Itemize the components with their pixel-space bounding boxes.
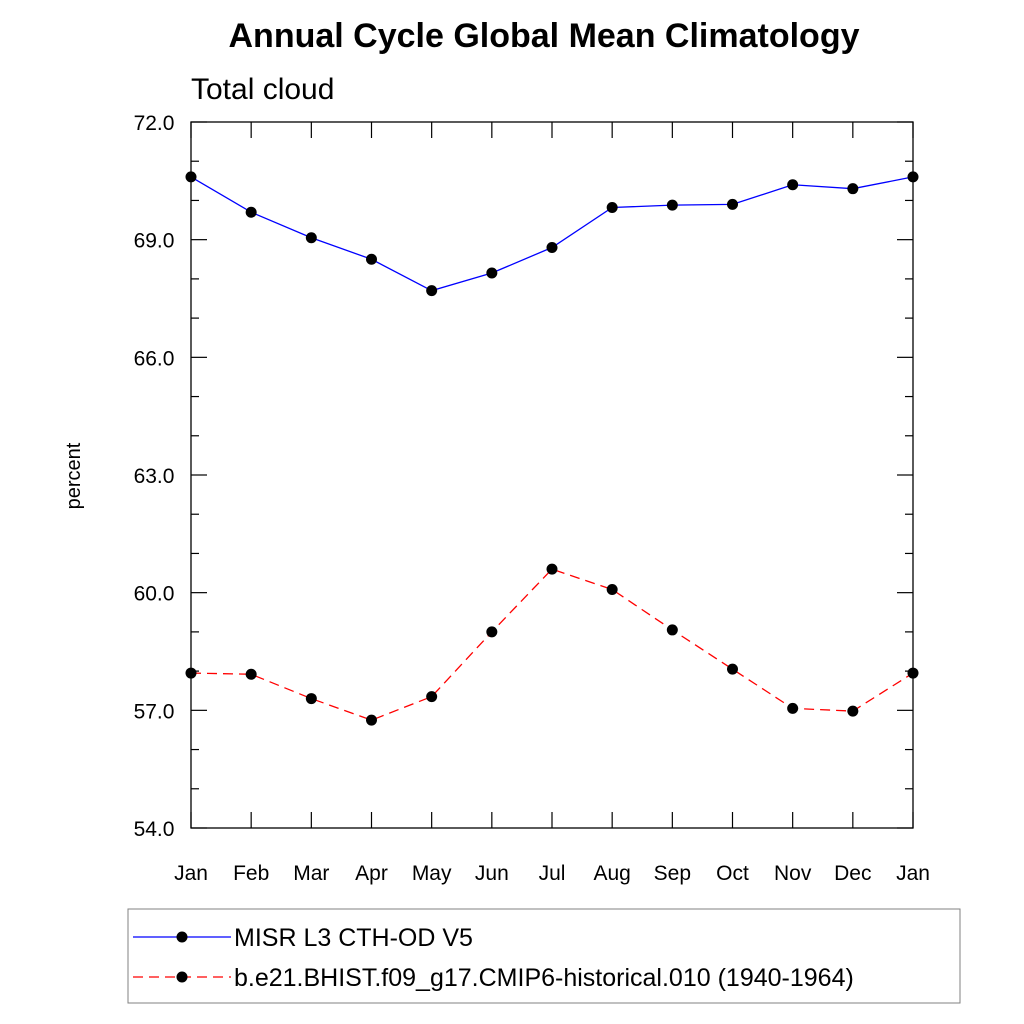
x-tick-label: Aug <box>593 862 630 885</box>
legend-marker-cmip6 <box>176 971 188 983</box>
chart-title: Annual Cycle Global Mean Climatology <box>229 17 860 55</box>
x-tick-label: May <box>412 862 452 885</box>
chart-subtitle: Total cloud <box>191 73 334 106</box>
series-1-point <box>426 691 438 703</box>
series-1-point <box>546 563 558 575</box>
series-1-point <box>847 705 859 717</box>
y-tick-label: 57.0 <box>134 700 175 723</box>
series-1-point <box>727 663 738 675</box>
x-tick-label: Sep <box>654 862 691 885</box>
series-1-point <box>366 714 377 726</box>
series-0-point <box>366 253 377 265</box>
series-0-point <box>787 179 799 191</box>
series-1-point <box>666 624 678 636</box>
y-tick-label: 60.0 <box>134 583 175 606</box>
x-tick-label: Apr <box>355 862 388 885</box>
series-0-point <box>847 183 859 195</box>
series-1-point <box>606 584 618 596</box>
series-0-point <box>727 198 738 210</box>
legend-label-misr: MISR L3 CTH-OD V5 <box>234 924 473 952</box>
y-tick-labels: 54.0 57.0 60.0 63.0 66.0 69.0 72.0 <box>134 112 175 841</box>
x-tick-label: Jan <box>174 862 208 885</box>
x-tick-label: Jan <box>896 862 930 885</box>
axis-ticks <box>190 121 914 829</box>
legend: MISR L3 CTH-OD V5 b.e21.BHIST.f09_g17.CM… <box>127 908 961 1004</box>
series-1-point <box>245 668 257 680</box>
x-tick-label: Feb <box>233 862 269 885</box>
y-tick-label: 63.0 <box>134 465 175 488</box>
legend-label-cmip6: b.e21.BHIST.f09_g17.CMIP6-historical.010… <box>234 964 854 992</box>
series-1-point <box>486 626 498 638</box>
x-tick-label: Jul <box>539 862 566 885</box>
series-0-point <box>666 199 678 211</box>
y-tick-label: 69.0 <box>134 230 175 253</box>
series-0-point <box>606 202 618 214</box>
series-line-1 <box>190 568 914 721</box>
series-1-point <box>185 667 197 679</box>
plot-frame <box>190 121 914 829</box>
y-tick-label: 72.0 <box>134 112 175 135</box>
series-0-point <box>305 232 317 244</box>
series-0-point <box>245 206 257 218</box>
series-0-point <box>907 171 919 183</box>
y-tick-label: 66.0 <box>134 347 175 370</box>
series-0-point <box>486 267 498 279</box>
series-1-point <box>907 667 919 679</box>
x-tick-label: Dec <box>834 862 871 885</box>
series-1-point <box>787 702 799 714</box>
series-1-point <box>305 693 317 705</box>
series-0-point <box>185 171 197 183</box>
x-tick-label: Oct <box>716 862 749 885</box>
series-layer <box>185 171 919 726</box>
x-tick-label: Nov <box>774 862 812 885</box>
legend-box <box>127 908 961 1004</box>
x-tick-labels: Jan Feb Mar Apr May Jun Jul Aug Sep Oct Nov Dec Jan <box>174 862 930 885</box>
series-0-point <box>546 242 558 254</box>
y-tick-label: 54.0 <box>134 818 175 841</box>
series-0-point <box>426 285 438 297</box>
x-tick-label: Mar <box>293 862 329 885</box>
series-line-0 <box>190 176 914 292</box>
legend-marker-misr <box>176 931 188 943</box>
x-tick-label: Jun <box>475 862 509 885</box>
y-axis-label: percent <box>63 442 85 509</box>
